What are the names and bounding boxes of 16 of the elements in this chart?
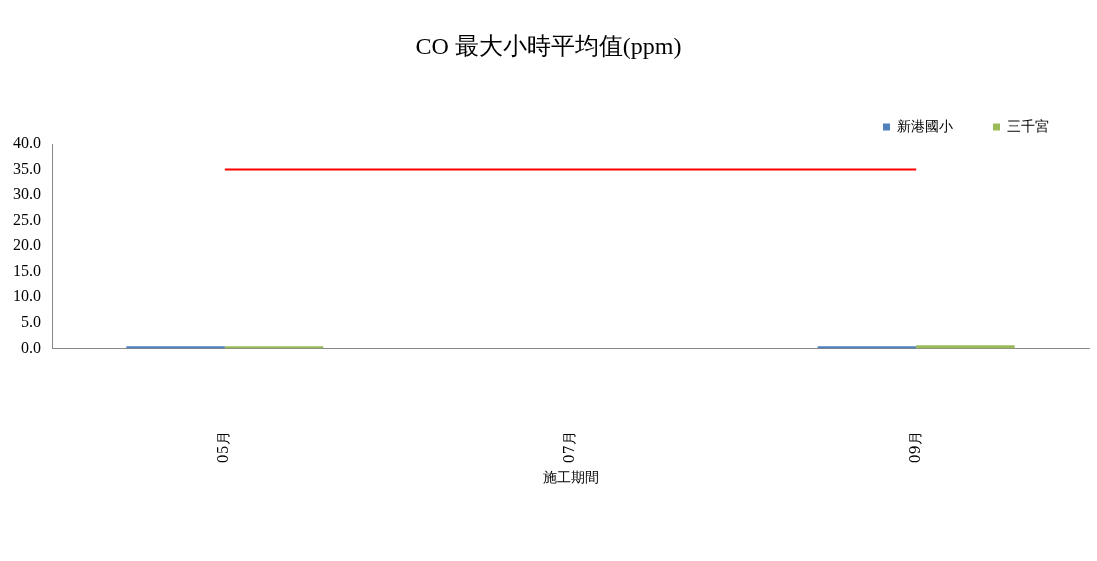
chart-title: CO 最大小時平均值(ppm) [414, 32, 683, 61]
x-tick-label: 09月 [906, 431, 923, 464]
y-tick-label: 15.0 [13, 261, 41, 279]
y-tick-label: 25.0 [13, 210, 41, 228]
y-tick-label: 10.0 [13, 287, 41, 305]
y-tick-label: 5.0 [21, 313, 41, 331]
y-tick-label: 35.0 [13, 159, 41, 177]
x-axis-title: 施工期間 [542, 469, 599, 486]
legend-label: 三千宮 [1007, 117, 1049, 134]
y-tick-label: 0.0 [21, 338, 41, 356]
y-tick-label: 40.0 [13, 134, 41, 152]
x-tick-label: 05月 [215, 431, 232, 464]
y-tick-label: 20.0 [13, 236, 41, 254]
x-tick-label: 07月 [561, 431, 578, 464]
legend-label: 新港國小 [897, 117, 953, 134]
y-tick-label: 30.0 [13, 185, 41, 203]
